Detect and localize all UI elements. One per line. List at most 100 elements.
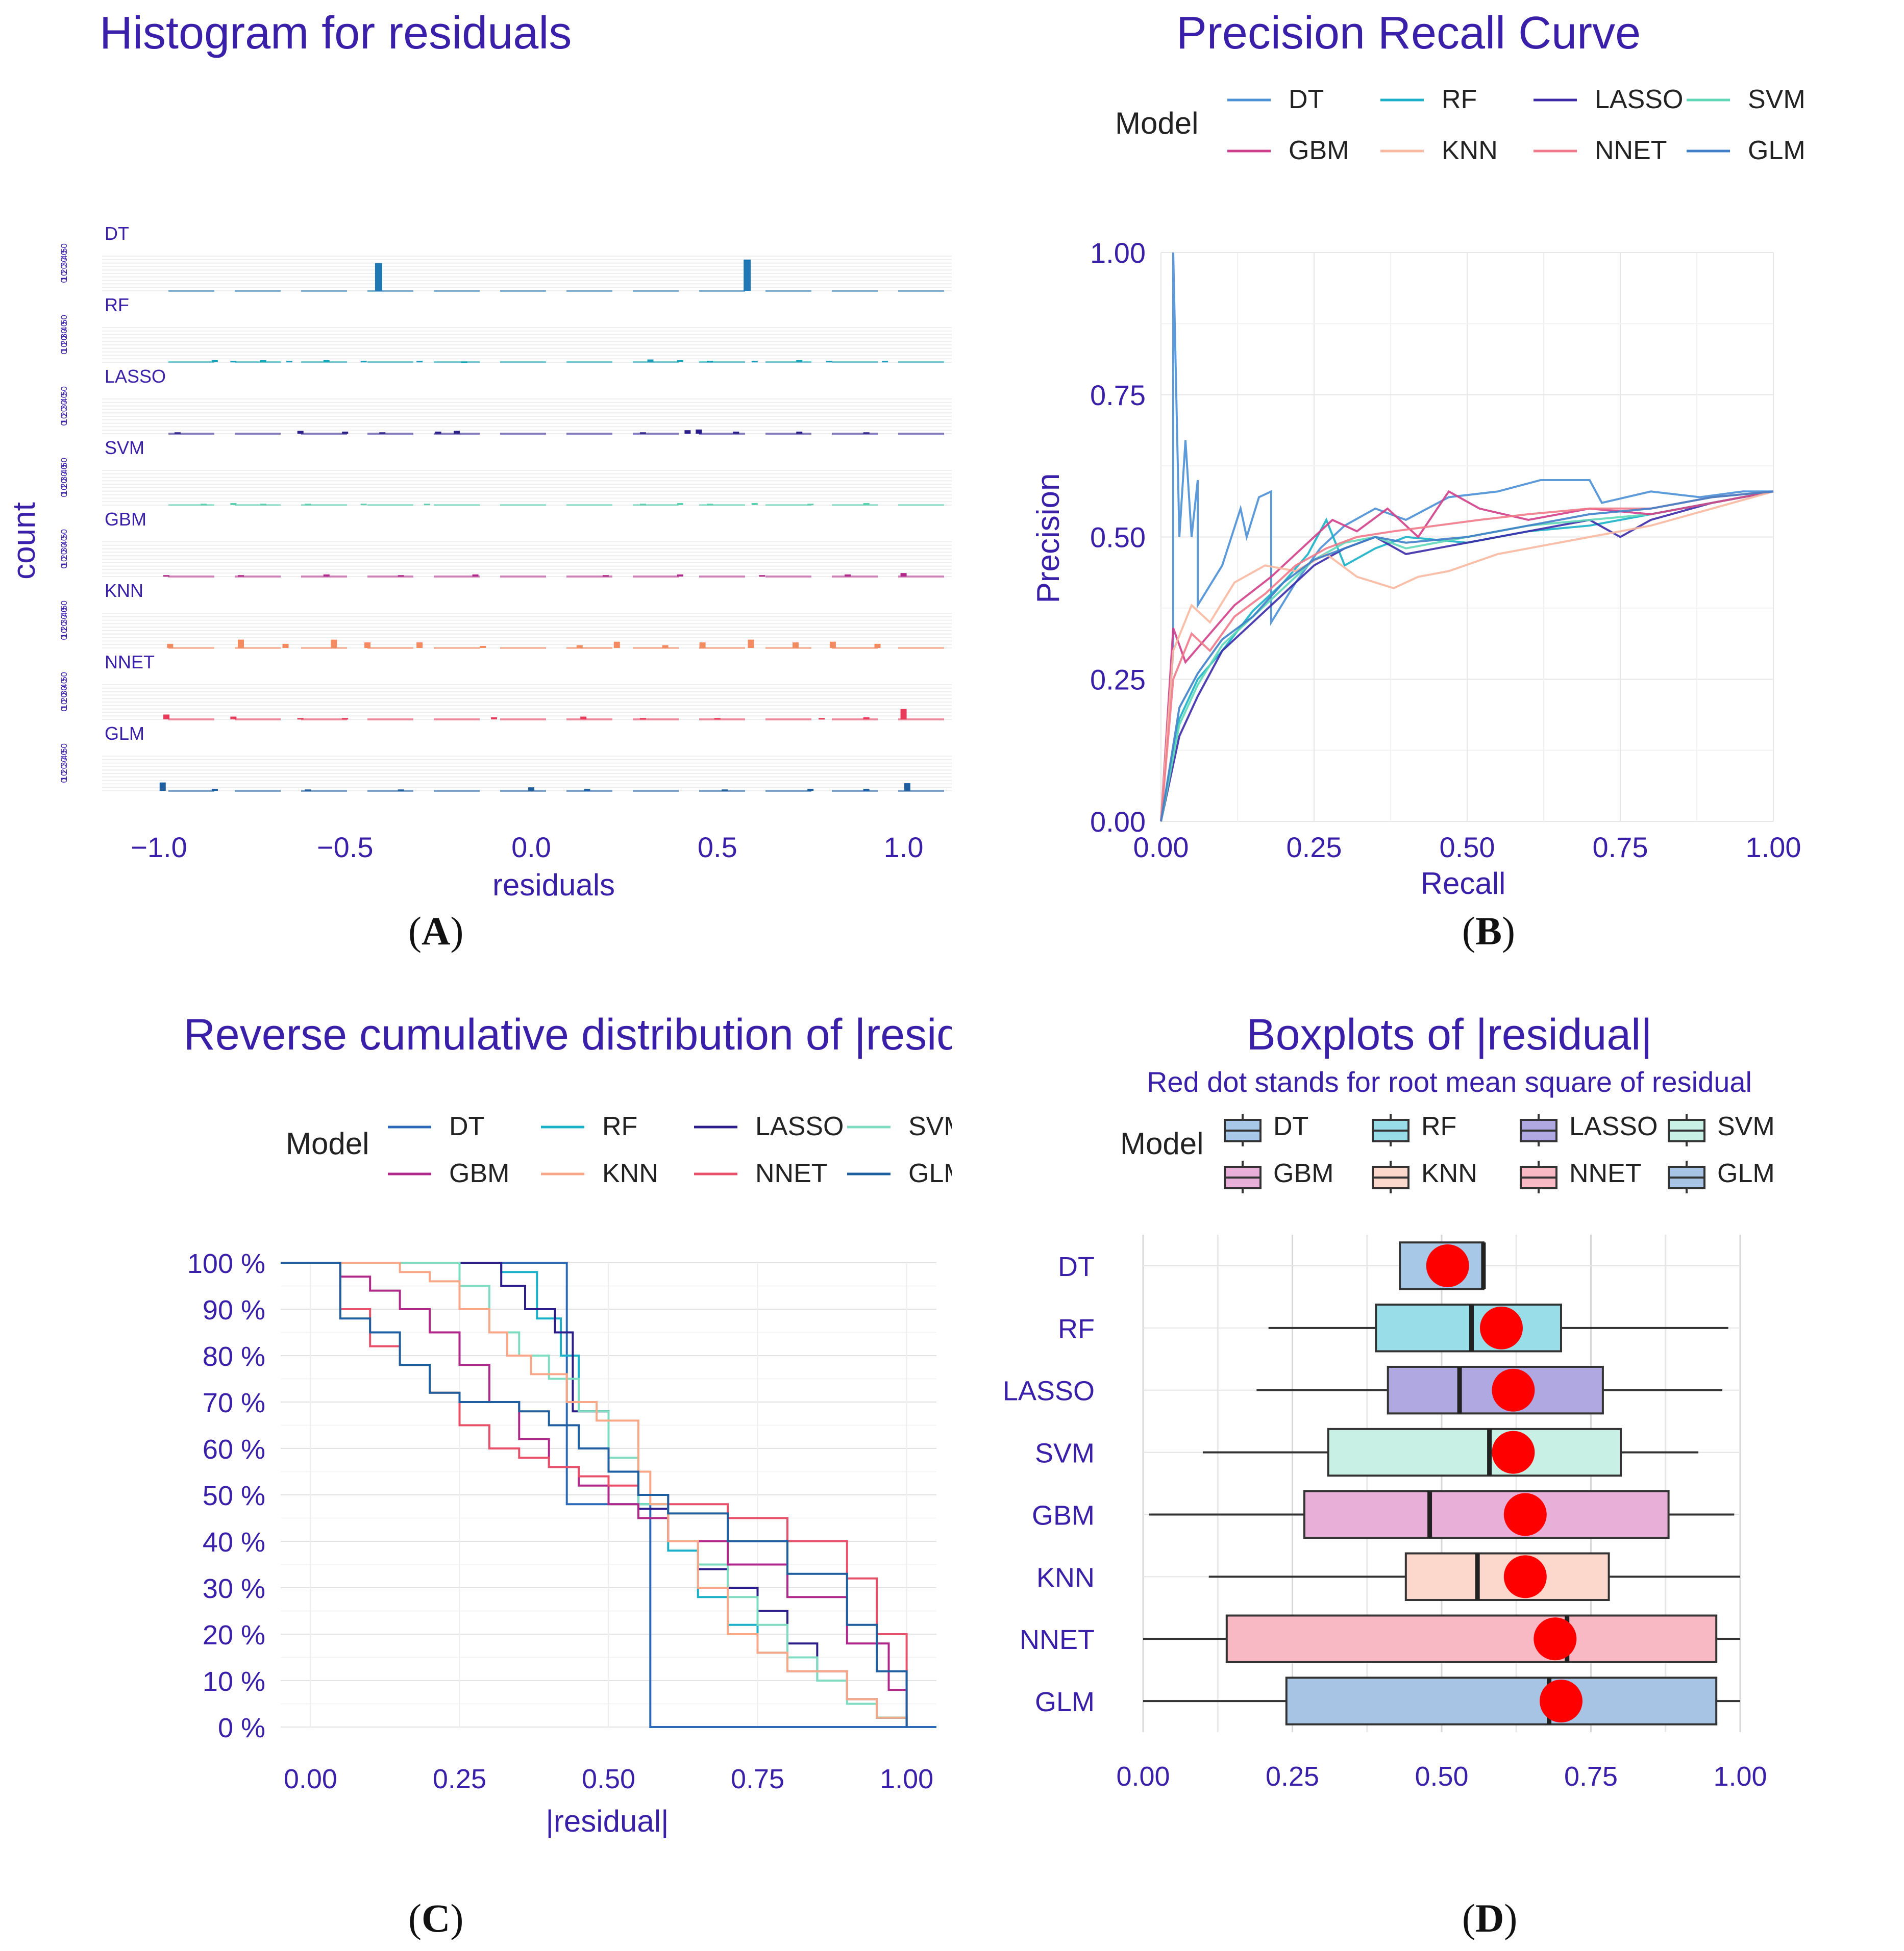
pr-title: Precision Recall Curve bbox=[1176, 8, 1641, 59]
facet-ytick: 10 bbox=[59, 628, 69, 638]
facet-ytick: 50 bbox=[59, 315, 69, 324]
cdf-legend-title: Model bbox=[286, 1127, 369, 1161]
histogram-bar-rf bbox=[677, 360, 683, 362]
box-title: Boxplots of |residual| bbox=[1246, 1010, 1652, 1059]
facet-label-gbm: GBM bbox=[105, 509, 146, 530]
box-lasso bbox=[1387, 1365, 1604, 1415]
histogram-bar-svm bbox=[424, 504, 430, 506]
histogram-bar-nnet bbox=[900, 709, 907, 719]
facet-ytick: 20 bbox=[59, 407, 69, 417]
legend-label-rf: RF bbox=[1421, 1112, 1456, 1141]
histogram-bar-knn bbox=[576, 645, 583, 648]
rms-dot-glm bbox=[1540, 1680, 1582, 1723]
facet-label-knn: KNN bbox=[105, 580, 143, 601]
cdf-xtick: 1.00 bbox=[880, 1764, 933, 1794]
histogram-xtick: −0.5 bbox=[317, 831, 374, 863]
caption-a: (A) bbox=[408, 909, 464, 953]
pr-curve-nnet bbox=[1160, 490, 1774, 822]
facet-ytick: 10 bbox=[59, 271, 69, 281]
box-xtick: 0.00 bbox=[1116, 1761, 1170, 1792]
histogram-bar-knn bbox=[167, 643, 174, 648]
boxplot-panel: Boxplots of |residual| Red dot stands fo… bbox=[1003, 1010, 1775, 1792]
box-category-gbm: GBM bbox=[1032, 1500, 1095, 1531]
legend-label-knn: KNN bbox=[1442, 136, 1498, 165]
histogram-bar-rf bbox=[260, 360, 266, 362]
cdf-curve-knn bbox=[281, 1262, 908, 1727]
facet-ytick: 10 bbox=[59, 485, 69, 495]
facet-label-nnet: NNET bbox=[105, 652, 155, 672]
histogram-bar-nnet bbox=[163, 714, 170, 719]
legend-label-svm: SVM bbox=[908, 1112, 952, 1141]
legend-key-gbm bbox=[1224, 1161, 1262, 1193]
facet-ytick: 50 bbox=[59, 243, 69, 253]
histogram-bar-nnet bbox=[230, 716, 237, 719]
legend-key-dt bbox=[1224, 1114, 1262, 1146]
legend-label-nnet: NNET bbox=[755, 1159, 828, 1188]
facet-ytick: 30 bbox=[59, 257, 69, 267]
rms-dot-nnet bbox=[1534, 1617, 1577, 1661]
histogram-bar-knn bbox=[331, 639, 337, 648]
legend-key-rf bbox=[1372, 1114, 1410, 1146]
histogram-bar-svm bbox=[360, 504, 367, 506]
facet-ytick: 40 bbox=[59, 393, 69, 403]
histogram-bar-gbm bbox=[900, 573, 907, 577]
histogram-bar-lasso bbox=[684, 430, 691, 434]
pr-xtick: 0.25 bbox=[1287, 831, 1342, 863]
box-category-nnet: NNET bbox=[1020, 1624, 1095, 1655]
facet-label-svm: SVM bbox=[105, 437, 144, 458]
histogram-xtick: 1.0 bbox=[884, 831, 924, 863]
box-xtick: 1.00 bbox=[1713, 1761, 1767, 1792]
histogram-bar-glm bbox=[863, 788, 870, 791]
legend-label-glm: GLM bbox=[908, 1159, 952, 1188]
legend-label-gbm: GBM bbox=[449, 1159, 509, 1188]
legend-label-nnet: NNET bbox=[1595, 136, 1667, 165]
box-legend: DT RF LASSO SVM GBM KNN NNET GLM bbox=[1224, 1112, 1775, 1193]
facet-ytick: 30 bbox=[59, 757, 69, 767]
box-category-dt: DT bbox=[1058, 1252, 1095, 1282]
legend-key-svm bbox=[1668, 1114, 1705, 1146]
facet-ytick: 0 bbox=[59, 564, 69, 568]
histogram-xtick: −1.0 bbox=[131, 831, 187, 863]
legend-key-glm bbox=[1668, 1161, 1705, 1193]
facet-ytick: 10 bbox=[59, 342, 69, 352]
box-category-glm: GLM bbox=[1035, 1687, 1095, 1717]
rms-dot-svm bbox=[1492, 1431, 1535, 1474]
rms-dot-dt bbox=[1426, 1244, 1469, 1287]
histogram-bar-lasso bbox=[342, 431, 349, 434]
histogram-bar-gbm bbox=[472, 574, 479, 577]
legend-label-svm: SVM bbox=[1717, 1112, 1775, 1141]
cdf-ytick: 90 % bbox=[203, 1295, 265, 1325]
cdf-ytick: 60 % bbox=[203, 1434, 265, 1465]
cdf-xlabel: |residual| bbox=[546, 1804, 669, 1838]
facet-ytick: 20 bbox=[59, 479, 69, 488]
facet-ytick: 40 bbox=[59, 322, 69, 332]
pr-ytick: 1.00 bbox=[1090, 237, 1146, 269]
histogram-bar-glm bbox=[159, 782, 166, 791]
facet-label-lasso: LASSO bbox=[105, 366, 166, 387]
cdf-xtick: 0.75 bbox=[731, 1764, 784, 1794]
box-plot: DT RF LASSO SVM GBM KNN NNET GLM 0.00 0.25 0.50 0.7… bbox=[1003, 1235, 1767, 1792]
pr-curve-panel: Precision Recall Curve Model DT RF LASSO SV… bbox=[1031, 8, 1806, 901]
cdf-xtick: 0.00 bbox=[284, 1764, 337, 1794]
histogram-panel: Histogram for residuals DT01020304050RF0… bbox=[7, 8, 952, 902]
facet-label-rf: RF bbox=[105, 294, 129, 315]
pr-curve-knn bbox=[1160, 490, 1774, 822]
cdf-plot: 0 % 10 % 20 % 30 % 40 % 50 % 60 % 70 % 80 % 90 % 1… bbox=[187, 1248, 936, 1794]
pr-ylabel: Precision bbox=[1031, 473, 1066, 604]
cdf-ytick: 70 % bbox=[203, 1388, 265, 1418]
histogram-bar-rf bbox=[416, 361, 423, 363]
facet-ytick: 30 bbox=[59, 329, 69, 338]
histogram-bar-rf bbox=[826, 361, 832, 363]
facet-ytick: 20 bbox=[59, 336, 69, 345]
rms-dot-lasso bbox=[1492, 1368, 1535, 1412]
box-xtick: 0.50 bbox=[1415, 1761, 1468, 1792]
facet-ytick: 0 bbox=[59, 635, 69, 640]
legend-label-nnet: NNET bbox=[1569, 1159, 1642, 1188]
legend-label-dt: DT bbox=[1289, 85, 1324, 114]
cdf-ytick: 80 % bbox=[203, 1341, 265, 1372]
histogram-bar-lasso bbox=[696, 429, 702, 434]
facet-ytick: 40 bbox=[59, 251, 69, 260]
histogram-bar-svm bbox=[863, 503, 870, 505]
facet-ytick: 40 bbox=[59, 751, 69, 760]
facet-ytick: 30 bbox=[59, 614, 69, 624]
